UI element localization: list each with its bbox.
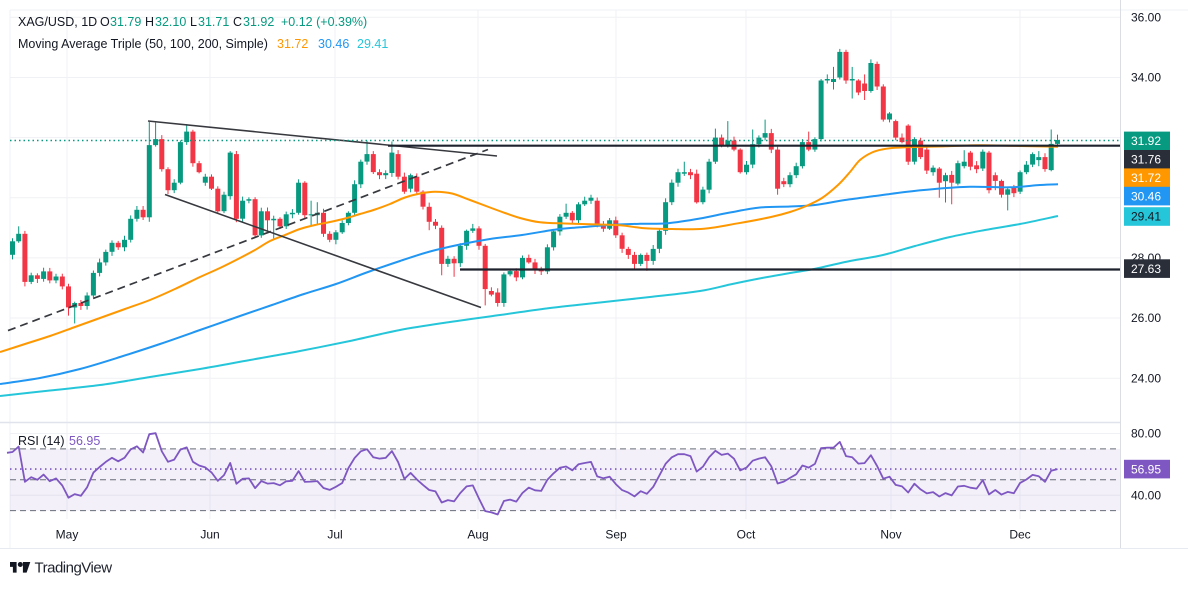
svg-text:32.10: 32.10 [155, 15, 186, 29]
svg-text:56.95: 56.95 [1131, 462, 1161, 476]
svg-text:Oct: Oct [737, 528, 756, 542]
svg-text:C: C [233, 15, 242, 29]
svg-text:RSI (14): RSI (14) [18, 434, 65, 448]
svg-text:29.41: 29.41 [1131, 210, 1161, 224]
svg-text:Nov: Nov [880, 528, 901, 542]
svg-text:36.00: 36.00 [1131, 11, 1161, 25]
svg-text:31.72: 31.72 [277, 37, 308, 51]
svg-text:31.72: 31.72 [1131, 171, 1161, 185]
svg-text:31.71: 31.71 [198, 15, 229, 29]
svg-text:TradingView: TradingView [35, 560, 113, 577]
svg-text:L: L [190, 15, 197, 29]
svg-text:30.46: 30.46 [318, 37, 349, 51]
svg-text:+0.12 (+0.39%): +0.12 (+0.39%) [281, 15, 367, 29]
svg-text:29.41: 29.41 [357, 37, 388, 51]
svg-text:80.00: 80.00 [1131, 427, 1161, 441]
svg-text:30.46: 30.46 [1131, 189, 1161, 203]
svg-text:27.63: 27.63 [1131, 262, 1161, 276]
svg-text:Dec: Dec [1009, 528, 1030, 542]
svg-text:31.76: 31.76 [1131, 153, 1161, 167]
svg-text:Jun: Jun [200, 528, 219, 542]
svg-text:34.00: 34.00 [1131, 71, 1161, 85]
svg-text:Aug: Aug [467, 528, 488, 542]
svg-text:26.00: 26.00 [1131, 311, 1161, 325]
svg-text:H: H [145, 15, 154, 29]
svg-text:Jul: Jul [327, 528, 342, 542]
svg-text:40.00: 40.00 [1131, 488, 1161, 502]
svg-text:XAG/USD, 1D: XAG/USD, 1D [18, 15, 97, 29]
svg-text:Sep: Sep [605, 528, 627, 542]
svg-text:May: May [56, 528, 79, 542]
svg-text:56.95: 56.95 [69, 434, 100, 448]
svg-text:31.79: 31.79 [110, 15, 141, 29]
svg-text:O: O [100, 15, 110, 29]
svg-text:31.92: 31.92 [243, 15, 274, 29]
svg-text:24.00: 24.00 [1131, 371, 1161, 385]
svg-text:Moving Average Triple (50, 100: Moving Average Triple (50, 100, 200, Sim… [18, 37, 268, 51]
svg-text:31.92: 31.92 [1131, 134, 1161, 148]
